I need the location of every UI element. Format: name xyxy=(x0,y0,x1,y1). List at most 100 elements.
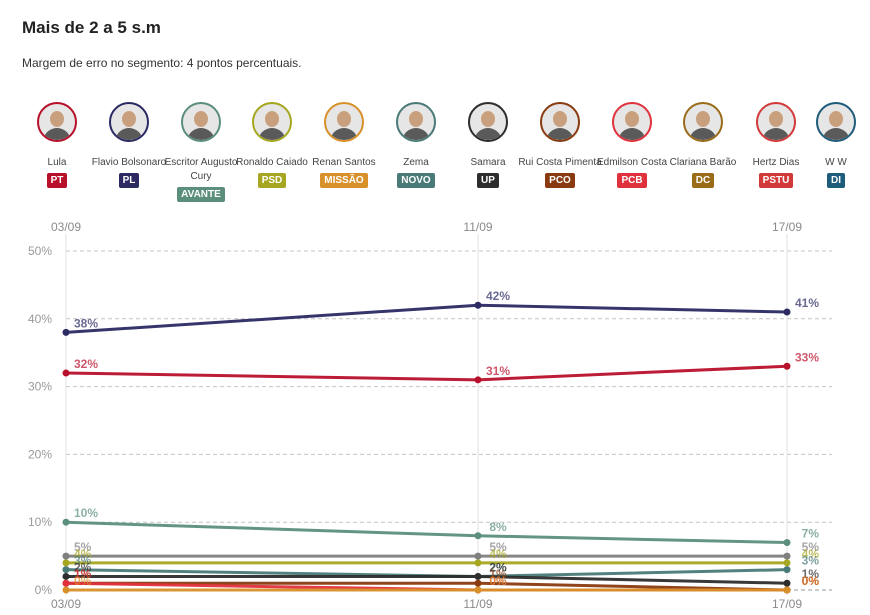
data-label: 0% xyxy=(802,574,820,588)
data-point xyxy=(62,518,70,526)
data-point xyxy=(474,552,482,560)
data-point xyxy=(62,552,70,560)
data-label: 1% xyxy=(802,567,820,581)
data-label: 7% xyxy=(802,527,820,541)
candidate-4[interactable]: Renan Santos MISSÃO xyxy=(302,102,386,188)
data-point xyxy=(783,559,791,567)
data-label: 3% xyxy=(802,554,820,568)
x-tick-label-top: 11/09 xyxy=(463,220,492,234)
data-label: 5% xyxy=(489,540,507,554)
candidate-5[interactable]: Zema NOVO xyxy=(374,102,458,188)
data-label: 3% xyxy=(74,554,92,568)
candidate-6[interactable]: Samara UP xyxy=(446,102,530,188)
candidate-1[interactable]: Flavio Bolsonaro PL xyxy=(87,102,171,188)
candidate-name: Edmilson Costa xyxy=(596,157,668,168)
data-point xyxy=(783,586,791,594)
candidate-name: Zema xyxy=(403,157,429,168)
party-badge: DI xyxy=(827,173,845,188)
data-point xyxy=(783,579,791,587)
candidate-name: W W xyxy=(825,157,847,168)
data-label: 8% xyxy=(489,520,507,534)
candidate-name: Renan Santos xyxy=(312,157,376,168)
avatar xyxy=(612,102,652,142)
data-point xyxy=(474,559,482,567)
data-label: 4% xyxy=(74,547,92,561)
candidate-0[interactable]: Lula PT xyxy=(15,102,99,188)
x-tick-label-top: 03/09 xyxy=(51,220,81,234)
data-label: 2% xyxy=(74,560,92,574)
candidate-3[interactable]: Ronaldo Caiado PSD xyxy=(230,102,314,188)
data-point xyxy=(62,369,70,377)
data-point xyxy=(783,539,791,547)
candidate-9[interactable]: Clariana Barão DC xyxy=(661,102,745,188)
series-line xyxy=(65,520,788,545)
candidate-name: Lula xyxy=(47,157,67,168)
data-point xyxy=(783,308,791,316)
party-badge: NOVO xyxy=(397,173,435,188)
data-label: 31% xyxy=(486,364,510,378)
data-label: 4% xyxy=(489,547,507,561)
data-point xyxy=(474,376,482,384)
data-point xyxy=(62,586,70,594)
x-tick-label-bottom: 11/09 xyxy=(463,597,492,611)
y-tick-label: 0% xyxy=(35,583,53,597)
candidate-name: Clariana Barão xyxy=(669,157,737,168)
avatar xyxy=(816,102,856,142)
data-point xyxy=(783,566,791,574)
candidate-name: Rui Costa Pimenta xyxy=(518,157,602,168)
candidate-11[interactable]: W W DI xyxy=(794,102,870,188)
x-tick-label-top: 17/09 xyxy=(772,220,802,234)
candidate-name: Flavio Bolsonaro xyxy=(91,157,167,168)
avatar xyxy=(109,102,149,142)
data-label: 0% xyxy=(74,574,92,588)
data-point xyxy=(62,566,70,574)
candidate-8[interactable]: Edmilson Costa PCB xyxy=(590,102,674,188)
margin-of-error-note: Margem de erro no segmento: 4 pontos per… xyxy=(22,56,302,70)
y-tick-label: 10% xyxy=(28,515,52,529)
party-badge: UP xyxy=(477,173,499,188)
candidate-name: Hertz Dias xyxy=(752,157,800,168)
data-label: 1% xyxy=(74,567,92,581)
data-label: 2% xyxy=(489,560,507,574)
data-point xyxy=(474,586,482,594)
y-tick-label: 20% xyxy=(28,447,52,461)
data-label: 32% xyxy=(74,357,98,371)
data-label: 33% xyxy=(795,350,819,364)
party-badge: MISSÃO xyxy=(320,173,368,188)
data-point xyxy=(474,532,482,540)
candidate-name: Escritor Augusto Cury xyxy=(164,157,238,182)
party-badge: DC xyxy=(691,173,715,188)
candidate-name: Ronaldo Caiado xyxy=(236,157,308,168)
data-label: 10% xyxy=(74,506,98,520)
data-label: 42% xyxy=(486,289,510,303)
y-tick-label: 50% xyxy=(28,244,52,258)
candidate-2[interactable]: Escritor Augusto Cury AVANTE xyxy=(159,102,243,202)
series-line xyxy=(65,364,788,382)
avatar xyxy=(683,102,723,142)
page-title: Mais de 2 a 5 s.m xyxy=(22,18,161,37)
avatar xyxy=(396,102,436,142)
data-label: 4% xyxy=(802,547,820,561)
data-label: 1% xyxy=(74,567,92,581)
avatar xyxy=(324,102,364,142)
data-label: 2% xyxy=(489,560,507,574)
avatar xyxy=(468,102,508,142)
data-point xyxy=(62,579,70,587)
candidate-7[interactable]: Rui Costa Pimenta PCO xyxy=(518,102,602,188)
x-tick-label-bottom: 17/09 xyxy=(772,597,802,611)
data-point xyxy=(783,552,791,560)
data-label: 41% xyxy=(795,296,819,310)
candidate-legend: Lula PT Flavio Bolsonaro PL Escritor Augusto… xyxy=(0,102,870,212)
data-point xyxy=(474,579,482,587)
candidate-10[interactable]: Hertz Dias PSTU xyxy=(734,102,818,188)
party-badge: PSD xyxy=(257,173,287,188)
data-label: 0% xyxy=(489,574,507,588)
candidate-name: Samara xyxy=(470,157,506,168)
party-badge: PSTU xyxy=(758,173,794,188)
data-label: 0% xyxy=(802,574,820,588)
avatar xyxy=(181,102,221,142)
data-label: 5% xyxy=(802,540,820,554)
y-tick-label: 40% xyxy=(28,312,52,326)
data-label: 1% xyxy=(489,567,507,581)
data-label: 0% xyxy=(489,574,507,588)
